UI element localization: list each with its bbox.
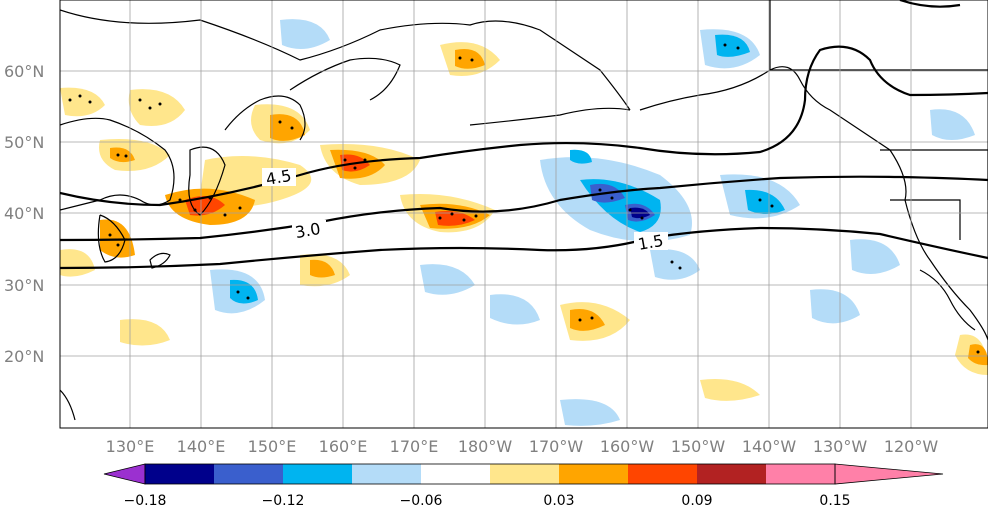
contour-4.5 [60,45,988,207]
contour-label: 4.5 [264,166,292,189]
positive-anomaly-patch [700,379,760,401]
positive-anomaly-patch [128,89,185,126]
colorbar-extend-max [834,463,944,485]
colorbar-tick-label: 0.09 [681,493,712,509]
lon-tick-label: 160°W [600,437,655,456]
colorbar-outline [144,463,836,485]
colorbar-segment [421,464,490,484]
lat-tick-label: 20°N [4,347,44,366]
negative-anomaly-patch [810,289,860,324]
colorbar-tick-label: 0.03 [543,493,574,509]
negative-anomaly-patch [230,279,258,304]
colorbar-tick-label: −0.06 [400,493,443,509]
positive-anomaly-patch [455,49,485,69]
lon-tick-label: 140°E [177,437,226,456]
lon-tick-label: 180°W [458,437,513,456]
negative-anomaly-patch [560,399,620,426]
graticule [60,0,988,428]
negative-anomaly-patch [420,264,475,295]
contour-label-group: 4.5 3.0 1.5 [262,166,668,254]
colorbar-segment [352,464,421,484]
lon-tick-label: 170°W [529,437,584,456]
contour-3.0 [60,175,988,242]
colorbar-segment [628,464,697,484]
colorbar-tick-label: 0.15 [819,493,850,509]
positive-anomaly-patch [120,319,170,346]
lon-tick-label: 130°W [813,437,868,456]
colorbar-segment [559,464,628,484]
negative-anomaly-patch [280,19,330,49]
positive-anomaly-patch [100,219,135,258]
anomaly-shading [60,19,988,426]
positive-anomaly-patch [270,114,305,141]
lon-tick-label: 150°W [671,437,726,456]
contour-lines [60,0,988,270]
negative-anomaly-patch [715,34,750,57]
positive-anomaly-patch [310,259,335,278]
lon-tick-label: 120°W [884,437,939,456]
colorbar-segment [283,464,352,484]
negative-anomaly-patch [745,189,785,214]
lon-tick-label: 130°E [106,437,155,456]
negative-anomaly-patch [570,149,592,164]
lat-tick-label: 60°N [4,62,44,81]
contour-label: 1.5 [636,231,664,254]
positive-anomaly-patch [60,87,105,117]
latitude-labels: 60°N 50°N 40°N 30°N 20°N [4,62,44,366]
positive-anomaly-patch [435,211,475,226]
longitude-labels: 130°E 140°E 150°E 160°E 170°E 180°W 170°… [106,437,939,456]
lon-tick-label: 170°E [390,437,439,456]
positive-anomaly-patch [99,139,170,171]
colorbar-tick-label: −0.18 [124,493,167,509]
map-frame [59,0,988,429]
negative-anomaly-patch [490,294,540,325]
positive-anomaly-patch [60,249,95,277]
colorbar-segment [214,464,283,484]
negative-anomaly-patch [850,239,900,274]
negative-anomaly-patch [650,249,700,280]
colorbar-segment [145,464,214,484]
lat-tick-label: 30°N [4,276,44,295]
colorbar-segment [766,464,835,484]
colorbar-tick-label: −0.12 [262,493,305,509]
positive-anomaly-patch [110,147,135,163]
lon-tick-label: 150°E [248,437,297,456]
significance-stippling [68,43,980,354]
colorbar-segment [490,464,559,484]
coastlines [60,0,988,421]
colorbar-extend-min [103,463,146,485]
negative-anomaly-patch [930,109,975,140]
lat-tick-label: 40°N [4,204,44,223]
contour-label: 3.0 [294,219,322,242]
lon-tick-label: 160°E [319,437,368,456]
colorbar: −0.18 −0.12 −0.06 0.03 0.09 0.15 [103,463,944,509]
colorbar-segment [697,464,766,484]
lat-tick-label: 50°N [4,133,44,152]
positive-anomaly-patch [570,309,605,331]
contour-1.5 [60,226,988,270]
lon-tick-label: 140°W [742,437,797,456]
positive-anomaly-patch [968,344,988,366]
